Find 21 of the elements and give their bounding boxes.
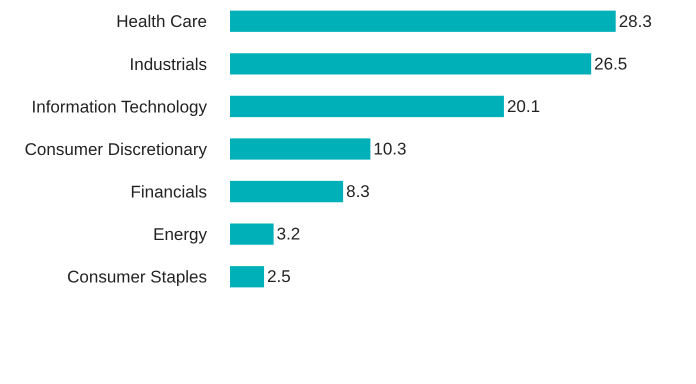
bar bbox=[230, 224, 274, 245]
bar bbox=[230, 266, 264, 288]
data-label: 2.5 bbox=[267, 267, 291, 286]
y-tick-label: Energy bbox=[153, 225, 208, 244]
y-tick-label: Financials bbox=[130, 182, 207, 202]
bar bbox=[230, 96, 504, 118]
data-label: 10.3 bbox=[373, 140, 406, 158]
y-tick-label: Consumer Staples bbox=[67, 268, 207, 287]
data-label: 3.2 bbox=[276, 224, 300, 244]
y-tick-label: Health Care bbox=[116, 12, 207, 32]
y-tick-label: Industrials bbox=[130, 54, 207, 74]
y-tick-label: Information Technology bbox=[32, 97, 208, 116]
data-label: 20.1 bbox=[506, 96, 540, 116]
data-label: 26.5 bbox=[594, 54, 628, 74]
bar bbox=[230, 138, 370, 160]
data-label: 8.3 bbox=[346, 182, 370, 202]
bar bbox=[230, 180, 344, 202]
bar bbox=[230, 53, 592, 74]
data-label: 28.3 bbox=[618, 12, 652, 31]
y-tick-label: Consumer Discretionary bbox=[24, 140, 208, 159]
bar bbox=[230, 10, 616, 32]
